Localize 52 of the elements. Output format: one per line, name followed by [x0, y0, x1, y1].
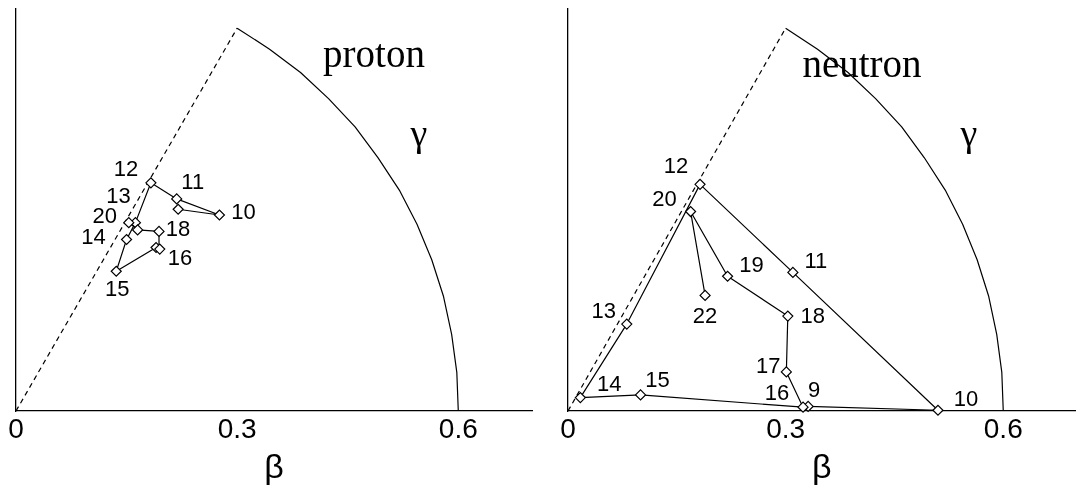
point — [145, 177, 157, 189]
point — [782, 310, 794, 322]
x-tick-label: 0.6 — [438, 412, 478, 444]
x-axis-title: β — [264, 446, 284, 485]
point — [932, 404, 944, 416]
point — [213, 209, 226, 221]
point — [132, 224, 144, 236]
point — [780, 366, 792, 378]
point — [110, 265, 122, 277]
annotation: 13 — [591, 298, 616, 324]
chart-title: proton — [323, 32, 425, 76]
annotation: 15 — [105, 276, 130, 302]
annotation: 12 — [663, 153, 689, 179]
x-tick-label: 0 — [8, 412, 24, 444]
point — [172, 203, 184, 215]
annotation: 18 — [800, 303, 826, 329]
annotation: 22 — [692, 303, 718, 329]
y-axis-title: γ — [959, 111, 978, 154]
annotation: 12 — [113, 155, 139, 181]
annotation: 10 — [231, 199, 256, 225]
point — [123, 217, 135, 229]
y-axis-title: γ — [409, 111, 428, 154]
annotation: 19 — [739, 252, 764, 278]
point — [685, 205, 697, 218]
annotation: 15 — [645, 366, 670, 392]
point — [797, 401, 809, 413]
annotation: 16 — [764, 380, 790, 406]
point — [621, 318, 633, 330]
point — [634, 389, 647, 401]
annotation: 10 — [953, 386, 979, 412]
x-axis-title: β — [812, 446, 832, 485]
annotation: 14 — [597, 370, 622, 396]
point — [721, 270, 734, 282]
annotation: 18 — [165, 215, 191, 241]
point — [171, 193, 183, 205]
x-tick-label: 0.3 — [766, 412, 806, 444]
annotation: 17 — [756, 353, 781, 379]
annotation: 16 — [167, 244, 193, 270]
annotation: 9 — [807, 377, 821, 403]
annotation: 20 — [652, 185, 677, 211]
x-tick-label: 0.6 — [983, 412, 1023, 444]
x-tick-label: 0 — [560, 412, 576, 444]
point — [153, 225, 165, 238]
point — [699, 289, 711, 301]
x-tick-label: 0.3 — [217, 412, 257, 444]
point — [154, 243, 166, 255]
point — [787, 266, 799, 279]
point — [120, 233, 133, 246]
annotation: 11 — [181, 168, 205, 194]
annotation: 11 — [804, 248, 828, 274]
point — [694, 178, 706, 190]
point — [574, 392, 586, 404]
